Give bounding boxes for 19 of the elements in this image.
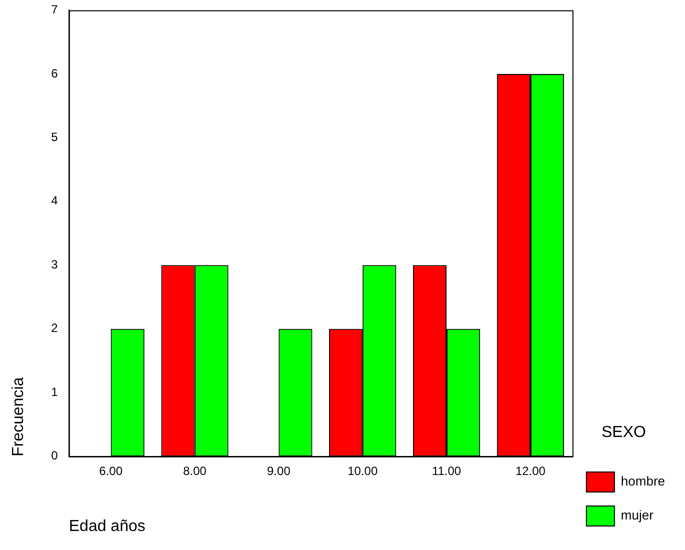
y-tick-label: 0 xyxy=(51,448,58,463)
y-tick-label: 1 xyxy=(51,384,58,399)
x-axis-title: Edad años xyxy=(68,518,146,535)
y-tick-label: 4 xyxy=(51,194,58,208)
y-tick-label: 5 xyxy=(51,130,58,144)
y-axis-title: Frecuencia xyxy=(10,377,28,456)
y-tick-label: 6 xyxy=(51,66,58,80)
legend-label: mujer xyxy=(620,508,654,523)
x-tick-label: 10.00 xyxy=(348,464,378,478)
x-tick-label: 6.00 xyxy=(99,464,123,478)
legend-label: hombre xyxy=(620,474,665,489)
x-tick-label: 9.00 xyxy=(267,464,291,478)
y-tick-label: 7 xyxy=(51,2,58,17)
y-tick-label: 2 xyxy=(51,321,58,336)
legend-title: SEXO xyxy=(601,424,646,442)
x-tick-label: 12.00 xyxy=(515,464,546,478)
x-tick-label: 8.00 xyxy=(183,464,207,478)
y-tick-label: 3 xyxy=(51,257,58,272)
x-tick-label: 11.00 xyxy=(432,464,462,478)
